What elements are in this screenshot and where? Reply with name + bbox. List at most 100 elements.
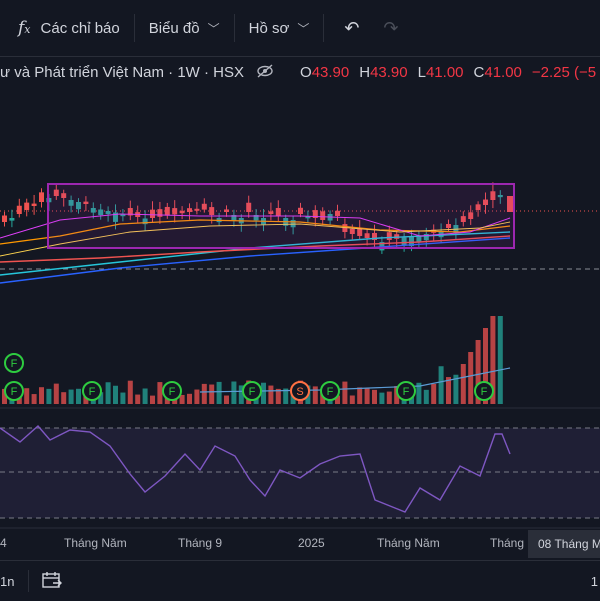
- volume-bar: [98, 392, 104, 404]
- volume-bar: [31, 394, 37, 404]
- volume-bar: [76, 388, 81, 404]
- volume-bar: [275, 388, 281, 404]
- volume-bar: [105, 382, 111, 404]
- candle-body: [24, 202, 30, 210]
- open-value: 43.90: [311, 63, 350, 81]
- change-value: −2.25 (−5: [531, 63, 597, 81]
- candle-body: [39, 192, 44, 202]
- range-box: [47, 183, 515, 249]
- event-marker-circle: [396, 381, 416, 401]
- candle-body: [61, 193, 67, 198]
- candle-body: [201, 203, 207, 210]
- chevron-down-icon: ﹀: [297, 21, 310, 36]
- volume-bar: [379, 392, 385, 404]
- candle-body: [357, 228, 363, 236]
- candle-body: [68, 200, 74, 206]
- ma-line-pink: [0, 213, 511, 239]
- eye-off-icon[interactable]: [256, 62, 274, 83]
- event-marker-label: F: [169, 386, 176, 398]
- ma-line-yellow: [0, 221, 511, 257]
- volume-bar: [127, 380, 133, 404]
- event-marker-circle: [242, 381, 262, 401]
- event-marker-circle: [4, 381, 24, 401]
- open-key: O: [300, 63, 312, 81]
- volume-bar: [261, 382, 266, 404]
- candle-body: [372, 232, 377, 240]
- event-marker-label: F: [89, 386, 96, 398]
- event-marker-circle: [4, 353, 24, 373]
- volume-bar: [201, 383, 207, 404]
- candle-body: [187, 208, 192, 212]
- candle-body: [468, 212, 474, 219]
- rsi-band: [0, 428, 600, 518]
- volume-ma-line: [199, 367, 511, 393]
- volume-bar: [312, 386, 318, 404]
- volume-bar: [446, 377, 451, 404]
- candle-body: [497, 195, 503, 198]
- volume-bar: [209, 384, 215, 404]
- candle-body: [224, 209, 229, 212]
- volume-bar: [364, 388, 370, 404]
- candle-body: [401, 237, 407, 246]
- candle-body: [335, 210, 340, 216]
- volume-bar: [497, 316, 503, 404]
- candle-body: [120, 214, 126, 217]
- financials-event-marker: F: [242, 381, 262, 401]
- profile-label: Hồ sơ: [248, 19, 290, 37]
- indicators-button[interactable]: fx Các chỉ báo: [10, 8, 128, 48]
- candle-body: [231, 215, 237, 221]
- symbol-title: ư và Phát triển Việt Nam · 1W · HSX: [0, 63, 245, 81]
- timeframe-button[interactable]: 1n: [0, 573, 15, 589]
- event-marker-circle: [474, 381, 494, 401]
- candle-body: [364, 233, 370, 238]
- volume-bar: [113, 385, 118, 404]
- candle-body: [164, 206, 170, 216]
- volume-bar: [39, 387, 44, 404]
- split-event-marker: S: [290, 381, 310, 401]
- chart-type-label: Biểu đồ: [148, 19, 200, 37]
- volume-bar: [2, 388, 7, 404]
- volume-bar: [335, 395, 340, 404]
- candle-body: [409, 236, 414, 247]
- chart-type-button[interactable]: Biểu đồ ﹀: [141, 8, 228, 48]
- profile-button[interactable]: Hồ sơ ﹀: [241, 8, 318, 48]
- undo-icon: ↶: [344, 17, 360, 38]
- volume-bar: [438, 366, 444, 404]
- calendar-range-icon[interactable]: [41, 570, 63, 593]
- volume-bar: [372, 389, 377, 404]
- volume-bar: [224, 395, 229, 404]
- volume-bar: [46, 388, 52, 404]
- volume-bar: [142, 388, 148, 404]
- candle-body: [113, 212, 118, 222]
- candle-body: [179, 210, 185, 214]
- financials-event-marker: F: [320, 381, 340, 401]
- candle-body: [275, 207, 281, 216]
- volume-bar: [290, 393, 296, 404]
- volume-bar: [453, 374, 459, 404]
- volume-bar: [68, 389, 74, 404]
- ma-line-blue: [0, 237, 511, 284]
- redo-button[interactable]: ↷: [373, 8, 408, 48]
- candle-body: [268, 211, 274, 214]
- candle-body: [490, 191, 496, 200]
- event-marker-circle: [320, 381, 340, 401]
- volume-bar: [268, 385, 274, 404]
- volume-bar: [150, 395, 155, 404]
- volume-bar: [416, 382, 422, 404]
- candle-body: [507, 196, 513, 212]
- candle-body: [298, 207, 303, 214]
- x-tick-label: Tháng Năm: [64, 536, 127, 550]
- volume-bar: [135, 394, 141, 404]
- event-marker-circle: [82, 381, 102, 401]
- event-marker-label: F: [403, 386, 410, 398]
- volume-bar: [423, 389, 429, 404]
- volume-bar: [468, 352, 474, 404]
- undo-button[interactable]: ↶: [330, 8, 373, 48]
- volume-bar: [238, 385, 244, 404]
- volume-bar: [157, 382, 163, 404]
- event-marker-circle: [290, 381, 310, 401]
- candle-body: [16, 205, 22, 214]
- divider: [323, 14, 325, 42]
- high-value: 43.90: [370, 63, 408, 81]
